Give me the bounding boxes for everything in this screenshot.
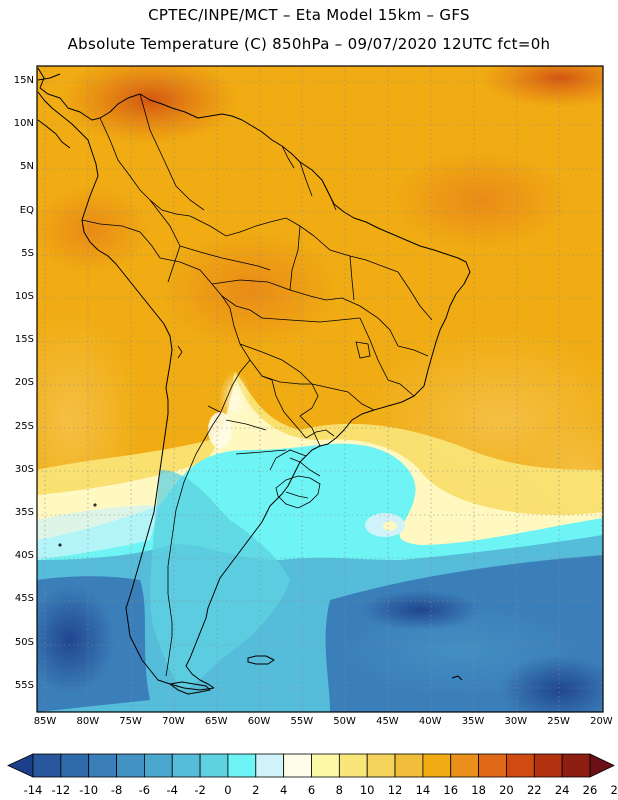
title-line-1: CPTEC/INPE/MCT – Eta Model 15km – GFS — [148, 6, 470, 24]
colorbar-tick-label: -8 — [110, 783, 123, 797]
lon-label: 20W — [590, 716, 613, 727]
lat-label: 45S — [14, 593, 34, 605]
colorbar-tick-label: -4 — [166, 783, 178, 797]
colorbar — [7, 753, 615, 778]
colorbar-tick-label: 8 — [335, 783, 343, 797]
colorbar-swatch — [478, 753, 507, 778]
lat-label: 25S — [14, 420, 34, 432]
colorbar-tick-label: -10 — [79, 783, 99, 797]
colorbar-swatch — [311, 753, 340, 778]
colorbar-swatch — [422, 753, 452, 778]
lat-label: 15S — [14, 334, 34, 346]
colorbar-swatch — [32, 753, 62, 778]
colorbar-arrow-high — [589, 753, 615, 778]
colorbar-tick-label: 22 — [526, 783, 542, 797]
colorbar-swatch — [60, 753, 90, 778]
lat-label: 10N — [13, 118, 34, 130]
colorbar-tick-label: 4 — [279, 783, 288, 797]
temperature-field — [37, 66, 603, 712]
lat-label: 50S — [14, 636, 34, 648]
country-borders — [81, 93, 433, 677]
colorbar-tick-label: 2 — [252, 783, 260, 797]
colorbar-swatch — [116, 753, 145, 778]
colorbar-swatch — [533, 753, 563, 778]
lon-label: 75W — [119, 716, 142, 727]
colorbar-swatch — [394, 753, 424, 778]
title-line-2: Absolute Temperature (C) 850hPa – 09/07/… — [67, 35, 551, 53]
colorbar-tick-label: 28 — [610, 783, 618, 797]
colorbar-arrow-low — [7, 753, 34, 778]
colorbar-tick-label: 24 — [554, 783, 570, 797]
colorbar-tick-label: 16 — [443, 783, 459, 797]
colorbar-swatch — [366, 753, 396, 778]
colorbar-swatch — [199, 753, 229, 778]
colorbar-swatch — [283, 753, 312, 778]
coastline — [37, 67, 471, 695]
colorbar-swatch — [143, 753, 173, 778]
colorbar-tick-label: -6 — [138, 783, 151, 797]
colorbar-tick-label: 12 — [387, 783, 403, 797]
lon-label: 45W — [376, 716, 399, 727]
lon-label: 55W — [290, 716, 314, 727]
lon-label: 50W — [333, 716, 356, 727]
lon-label: 25W — [547, 716, 570, 727]
colorbar-swatch — [227, 753, 257, 778]
lat-label: 10S — [14, 291, 34, 302]
lon-label: 35W — [461, 716, 485, 727]
lon-label: 65W — [204, 716, 228, 727]
lon-label: 30W — [504, 716, 528, 727]
plot-frame — [36, 65, 604, 713]
lat-label: 5S — [21, 247, 34, 259]
lat-label: 15N — [13, 75, 34, 86]
colorbar-swatch — [338, 753, 368, 778]
lat-label: 30S — [14, 463, 34, 475]
lon-label: 40W — [418, 716, 442, 727]
colorbar-swatch — [255, 753, 285, 778]
lon-label: 70W — [162, 716, 185, 727]
colorbar-tick-label: 14 — [415, 783, 431, 797]
colorbar-swatch — [561, 753, 591, 778]
lat-label: EQ — [19, 204, 34, 216]
lon-label: 85W — [33, 716, 57, 727]
colorbar-tick-label: -14 — [23, 783, 43, 797]
lat-label: 40S — [14, 550, 34, 562]
lat-label: 55S — [14, 679, 34, 691]
colorbar-tick-label: 6 — [307, 783, 316, 797]
lon-label: 80W — [76, 716, 100, 727]
colorbar-tick-label: -12 — [51, 783, 71, 797]
colorbar-tick-label: 18 — [471, 783, 486, 797]
colorbar-tick-label: -2 — [194, 783, 206, 797]
lat-label: 35S — [14, 507, 34, 518]
colorbar-swatch — [506, 753, 535, 778]
colorbar-swatch — [450, 753, 480, 778]
colorbar-tick-label: 10 — [359, 783, 375, 797]
lat-label: 20S — [14, 377, 34, 389]
colorbar-tick-label: 20 — [499, 783, 514, 797]
colorbar-tick-label: 26 — [582, 783, 598, 797]
colorbar-tick-label: 0 — [224, 783, 232, 797]
lat-label: 5N — [20, 161, 34, 173]
colorbar-swatch — [171, 753, 201, 778]
colorbar-swatch — [88, 753, 117, 778]
lon-label: 60W — [247, 716, 271, 727]
